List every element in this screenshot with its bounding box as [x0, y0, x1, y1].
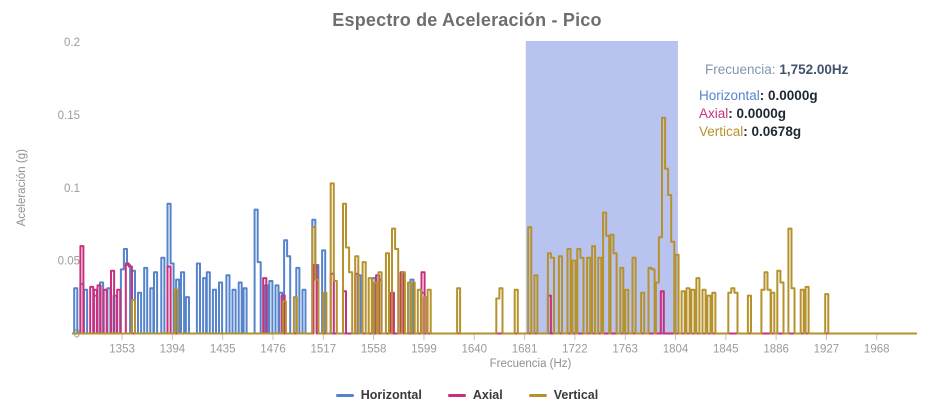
- x-tick-label: 1599: [411, 344, 437, 356]
- tooltip-row-vertical: Vertical: 0.0678g: [699, 124, 802, 139]
- legend-label-vertical: Vertical: [553, 388, 599, 402]
- x-tick-label: 1845: [713, 344, 739, 356]
- legend-item-horizontal[interactable]: Horizontal: [335, 388, 422, 402]
- x-tick-label: 1681: [512, 344, 538, 356]
- tooltip-row-horizontal: Horizontal: 0.0000g: [699, 88, 818, 103]
- y-axis-title: Aceleración (g): [16, 149, 28, 227]
- tooltip-horizontal-label: Horizontal: [699, 88, 760, 103]
- y-tick-label: 0.05: [58, 256, 80, 268]
- tooltip-horizontal-value: 0.0000g: [768, 88, 818, 103]
- hover-tooltip: Frecuencia: 1,752.00Hz Horizontal: 0.000…: [699, 61, 848, 141]
- chart-title: Espectro de Aceleración - Pico: [332, 10, 602, 30]
- x-tick-label: 1640: [461, 344, 487, 356]
- axial-line-swatch-icon: [447, 393, 466, 397]
- x-tick-label: 1353: [109, 344, 135, 356]
- x-tick-label: 1517: [311, 344, 337, 356]
- x-tick-label: 1804: [663, 344, 689, 356]
- legend-item-vertical[interactable]: Vertical: [528, 388, 599, 402]
- x-tick-label: 1968: [864, 344, 890, 356]
- legend: Horizontal Axial Vertical: [0, 388, 934, 402]
- x-axis-title: Frecuencia (Hz): [490, 358, 572, 370]
- x-tick-label: 1476: [260, 344, 286, 356]
- tooltip-vertical-value: 0.0678g: [751, 124, 802, 139]
- x-tick-label: 1927: [814, 344, 840, 356]
- y-tick-label: 0.1: [64, 183, 80, 195]
- tooltip-axial-value: 0.0000g: [736, 106, 787, 121]
- tooltip-frequency-label: Frecuencia:: [705, 62, 776, 77]
- x-tick-label: 1722: [562, 344, 588, 356]
- series-horizontal: [72, 202, 917, 335]
- vertical-line-swatch-icon: [528, 393, 547, 397]
- x-tick-label: 1763: [612, 344, 638, 356]
- series-vertical: [72, 116, 917, 335]
- tooltip-row-axial: Axial: 0.0000g: [699, 106, 787, 121]
- x-tick-label: 1886: [763, 344, 789, 356]
- y-tick-label: 0.15: [58, 110, 80, 122]
- legend-item-axial[interactable]: Axial: [447, 388, 503, 402]
- legend-label-horizontal: Horizontal: [360, 388, 422, 402]
- horizontal-line-swatch-icon: [335, 393, 354, 397]
- tooltip-axial-label: Axial: [699, 106, 729, 121]
- tooltip-frequency: Frecuencia: 1,752.00Hz: [699, 61, 848, 79]
- legend-label-axial: Axial: [472, 388, 503, 402]
- tooltip-frequency-value: 1,752.00Hz: [779, 62, 849, 77]
- tooltip-vertical-label: Vertical: [699, 124, 744, 139]
- x-tick-label: 1558: [361, 344, 387, 356]
- x-tick-label: 1435: [210, 344, 236, 356]
- y-tick-label: 0.2: [64, 37, 80, 49]
- x-tick-label: 1394: [160, 344, 186, 356]
